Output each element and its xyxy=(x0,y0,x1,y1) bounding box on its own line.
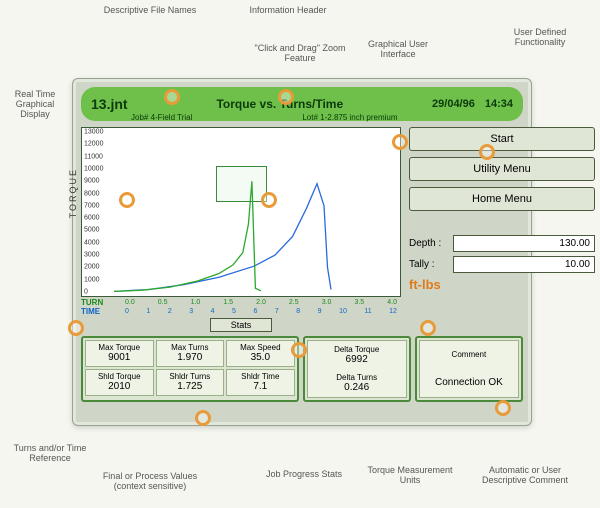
cell-shldr-time: Shldr Time7.1 xyxy=(226,369,295,396)
app-window: 13.jnt Torque vs. Turns/Time 29/04/96 14… xyxy=(72,78,532,426)
delta-panel: Delta Torque6992 Delta Turns0.246 xyxy=(303,336,411,402)
annot-rt-display: Real Time Graphical Display xyxy=(4,90,66,120)
time: 14:34 xyxy=(485,98,513,110)
turn-axis-label: TURN xyxy=(81,298,109,307)
annot-torque-units: Torque Measurement Units xyxy=(360,466,460,486)
annot-comment: Automatic or User Descriptive Comment xyxy=(470,466,580,486)
bottom-panels: Max Torque9001 Max Turns1.970 Max Speed3… xyxy=(81,336,523,402)
torque-chart[interactable]: TORQUE 010002000300040005000600070008000… xyxy=(81,127,401,297)
info-header: 13.jnt Torque vs. Turns/Time 29/04/96 14… xyxy=(81,87,523,121)
annot-user-func: User Defined Functionality xyxy=(500,28,580,48)
cell-max-torque: Max Torque9001 xyxy=(85,340,154,367)
annot-turns-time: Turns and/or Time Reference xyxy=(10,444,90,464)
depth-input[interactable] xyxy=(453,235,595,252)
home-menu-button[interactable]: Home Menu xyxy=(409,187,595,211)
stats-button[interactable]: Stats xyxy=(210,318,272,332)
cell-max-turns: Max Turns1.970 xyxy=(156,340,225,367)
tally-input[interactable] xyxy=(453,256,595,273)
cell-shld-torque: Shld Torque2010 xyxy=(85,369,154,396)
annot-file-names: Descriptive File Names xyxy=(100,6,200,16)
cell-max-speed: Max Speed35.0 xyxy=(226,340,295,367)
job-label: Job# 4-Field Trial xyxy=(131,113,192,122)
filename: 13.jnt xyxy=(91,96,128,112)
comment-panel: Comment Connection OK xyxy=(415,336,523,402)
x-axis: TURN 0.00.51.01.52.02.53.03.54.0 TIME 01… xyxy=(81,298,401,316)
date: 29/04/96 xyxy=(432,98,475,110)
tally-label: Tally : xyxy=(409,259,453,270)
chart-title: Torque vs. Turns/Time xyxy=(128,97,432,111)
annot-info-header: Information Header xyxy=(238,6,338,16)
utility-menu-button[interactable]: Utility Menu xyxy=(409,157,595,181)
units-label: ft-lbs xyxy=(409,277,595,292)
time-axis-label: TIME xyxy=(81,307,109,316)
annot-zoom: "Click and Drag" Zoom Feature xyxy=(250,44,350,64)
y-axis-label: TORQUE xyxy=(68,168,78,218)
process-values-panel: Max Torque9001 Max Turns1.970 Max Speed3… xyxy=(81,336,299,402)
depth-label: Depth : xyxy=(409,238,453,249)
cell-shldr-turns: Shldr Turns1.725 xyxy=(156,369,225,396)
annot-gui: Graphical User Interface xyxy=(358,40,438,60)
chart-area: TORQUE 010002000300040005000600070008000… xyxy=(81,127,401,336)
lot-label: Lot# 1-2.875 inch premium xyxy=(302,113,397,122)
side-panel: Start Utility Menu Home Menu Depth : Tal… xyxy=(409,127,595,336)
start-button[interactable]: Start xyxy=(409,127,595,151)
zoom-selection[interactable] xyxy=(216,166,267,201)
annot-job-stats: Job Progress Stats xyxy=(254,470,354,480)
annot-final-values: Final or Process Values (context sensiti… xyxy=(90,472,210,492)
